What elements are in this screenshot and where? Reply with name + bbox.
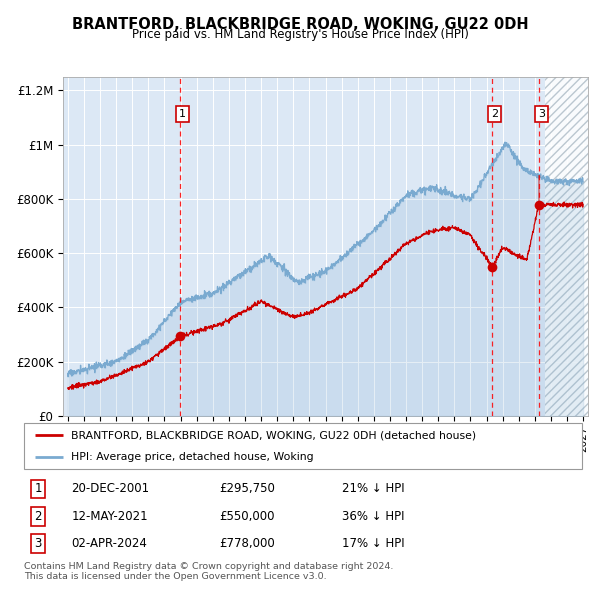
Text: 1: 1 [179, 109, 186, 119]
Text: £550,000: £550,000 [220, 510, 275, 523]
Text: 12-MAY-2021: 12-MAY-2021 [71, 510, 148, 523]
Text: 2: 2 [491, 109, 499, 119]
FancyBboxPatch shape [24, 423, 582, 469]
Text: 1: 1 [34, 483, 42, 496]
Text: Contains HM Land Registry data © Crown copyright and database right 2024.
This d: Contains HM Land Registry data © Crown c… [24, 562, 394, 581]
Text: 02-APR-2024: 02-APR-2024 [71, 537, 148, 550]
Text: 3: 3 [34, 537, 41, 550]
Text: £295,750: £295,750 [220, 483, 275, 496]
Text: BRANTFORD, BLACKBRIDGE ROAD, WOKING, GU22 0DH: BRANTFORD, BLACKBRIDGE ROAD, WOKING, GU2… [71, 17, 529, 31]
Text: BRANTFORD, BLACKBRIDGE ROAD, WOKING, GU22 0DH (detached house): BRANTFORD, BLACKBRIDGE ROAD, WOKING, GU2… [71, 431, 476, 441]
Text: 3: 3 [538, 109, 545, 119]
Text: HPI: Average price, detached house, Woking: HPI: Average price, detached house, Woki… [71, 451, 314, 461]
Text: 36% ↓ HPI: 36% ↓ HPI [342, 510, 404, 523]
Text: 2: 2 [34, 510, 42, 523]
Text: Price paid vs. HM Land Registry's House Price Index (HPI): Price paid vs. HM Land Registry's House … [131, 28, 469, 41]
Text: 17% ↓ HPI: 17% ↓ HPI [342, 537, 404, 550]
Text: £778,000: £778,000 [220, 537, 275, 550]
Text: 20-DEC-2001: 20-DEC-2001 [71, 483, 149, 496]
Text: 21% ↓ HPI: 21% ↓ HPI [342, 483, 404, 496]
Bar [545, 60, 591, 416]
